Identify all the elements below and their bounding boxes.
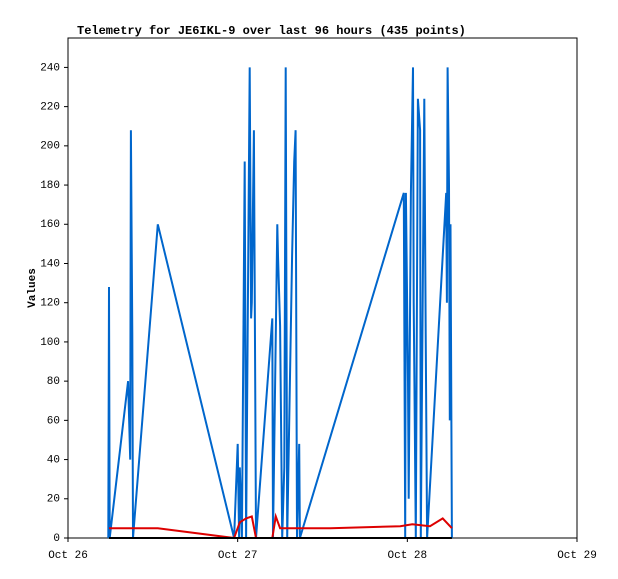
x-tick-label: Oct 26: [48, 550, 88, 562]
series-line: [109, 512, 453, 540]
y-tick-label: 120: [40, 298, 60, 310]
series-line: [107, 67, 453, 539]
y-axis-label: Values: [27, 268, 39, 308]
y-tick-label: 80: [47, 376, 60, 388]
y-tick-label: 200: [40, 141, 60, 153]
y-tick-label: 100: [40, 337, 60, 349]
chart-title: Telemetry for JE6IKL-9 over last 96 hour…: [77, 24, 466, 38]
x-tick-label: Oct 27: [218, 550, 258, 562]
x-tick-label: Oct 29: [557, 550, 597, 562]
y-tick-label: 20: [47, 494, 60, 506]
y-tick-label: 160: [40, 219, 60, 231]
y-tick-label: 180: [40, 180, 60, 192]
y-tick-label: 220: [40, 102, 60, 114]
y-tick-label: 60: [47, 415, 60, 427]
y-tick-label: 240: [40, 62, 60, 74]
y-tick-label: 40: [47, 454, 60, 466]
x-tick-label: Oct 28: [388, 550, 428, 562]
y-tick-label: 0: [53, 533, 60, 545]
y-tick-label: 140: [40, 258, 60, 270]
